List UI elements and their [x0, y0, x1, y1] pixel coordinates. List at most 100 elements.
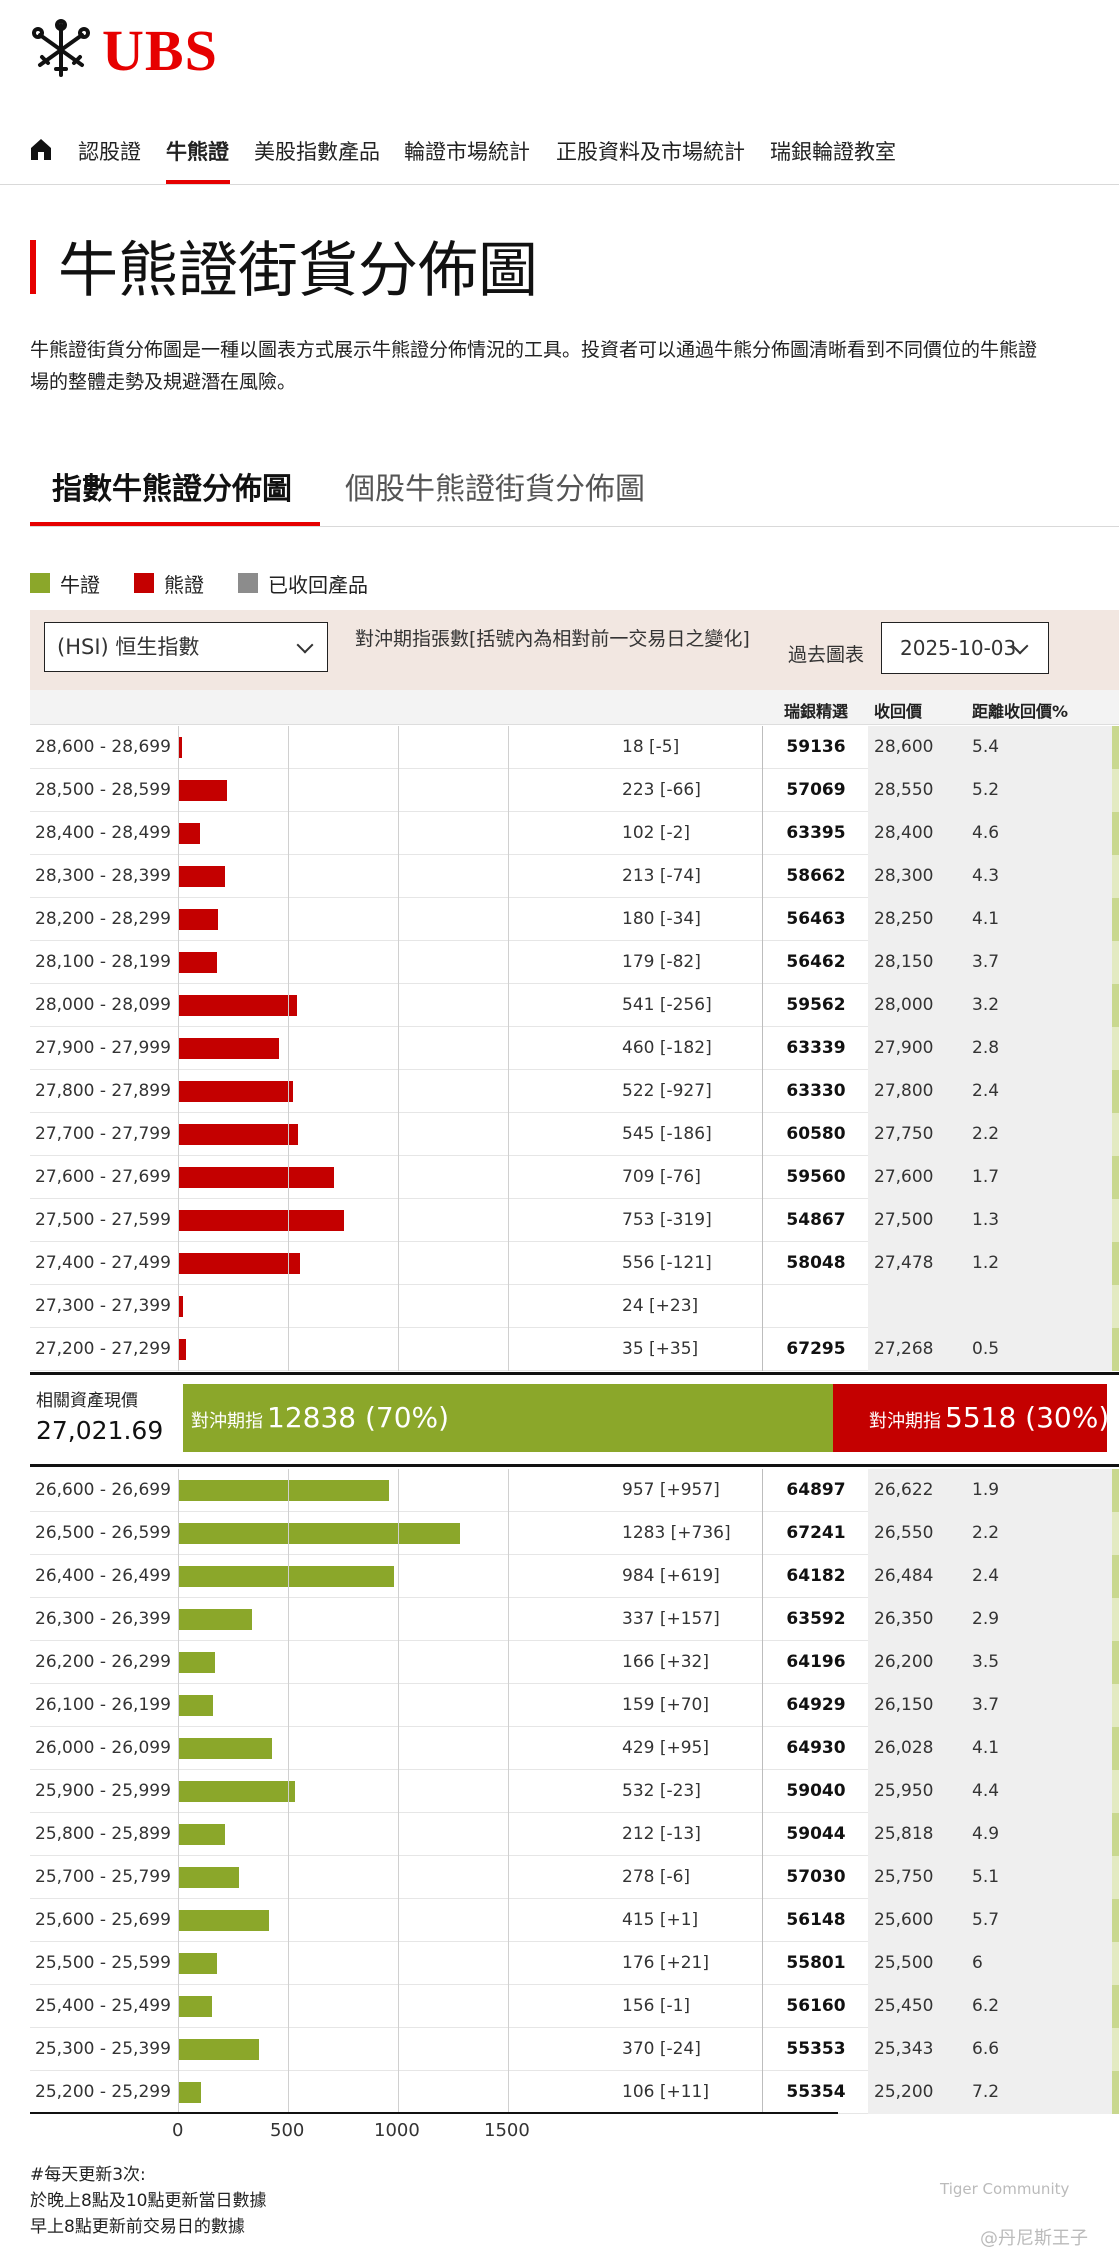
product-code[interactable]: 57030 [786, 1867, 846, 1887]
call-price-cell-bg [868, 898, 1119, 942]
row-divider [30, 854, 868, 855]
product-code[interactable]: 63339 [786, 1038, 846, 1058]
product-code[interactable]: 54867 [786, 1210, 846, 1230]
price-range-label: 25,400 - 25,499 [35, 1996, 171, 2016]
nav-item-education[interactable]: 瑞銀輪證教室 [770, 140, 896, 164]
call-price: 26,028 [874, 1738, 934, 1758]
product-code[interactable]: 64196 [786, 1652, 846, 1672]
bull-row: 26,100 - 26,199 159 [+70] 64929 26,150 3.7 [30, 1684, 1119, 1728]
product-code[interactable]: 55801 [786, 1953, 846, 1973]
bull-bar [178, 1910, 270, 1931]
product-code[interactable]: 59044 [786, 1824, 846, 1844]
product-code[interactable]: 63330 [786, 1081, 846, 1101]
call-price: 27,800 [874, 1081, 934, 1101]
product-code[interactable]: 56160 [786, 1996, 846, 2016]
hedge-count-label: 179 [-82] [622, 952, 701, 972]
call-price-cell-bg [868, 1512, 1119, 1556]
hedge-count-label: 223 [-66] [622, 780, 701, 800]
product-code[interactable]: 59562 [786, 995, 846, 1015]
x-gridline [508, 1469, 509, 2112]
home-icon[interactable] [28, 136, 54, 162]
product-code[interactable]: 59040 [786, 1781, 846, 1801]
product-code[interactable]: 59136 [786, 737, 846, 757]
summary-top-divider [30, 1372, 1119, 1375]
bear-bar [178, 866, 225, 887]
bear-row: 28,400 - 28,499 102 [-2] 63395 28,400 4.6 [30, 812, 1119, 856]
row-divider [30, 1812, 868, 1813]
call-price: 25,600 [874, 1910, 934, 1930]
product-code[interactable]: 64929 [786, 1695, 846, 1715]
product-code[interactable]: 56462 [786, 952, 846, 972]
product-code[interactable]: 55353 [786, 2039, 846, 2059]
bear-row: 28,300 - 28,399 213 [-74] 58662 28,300 4.3 [30, 855, 1119, 899]
tab-stock-cbbc[interactable]: 個股牛熊證街貨分佈圖 [345, 472, 645, 507]
index-select[interactable]: (HSI) 恒生指數 [44, 622, 328, 672]
distance-to-call: 1.7 [972, 1167, 1000, 1187]
tab-bar: 指數牛熊證分佈圖 個股牛熊證街貨分佈圖 [30, 460, 1119, 527]
product-code[interactable]: 64182 [786, 1566, 846, 1586]
call-price: 28,300 [874, 866, 934, 886]
bull-row: 25,300 - 25,399 370 [-24] 55353 25,343 6.6 [30, 2028, 1119, 2072]
call-price: 27,268 [874, 1339, 934, 1359]
tab-index-cbbc[interactable]: 指數牛熊證分佈圖 [52, 472, 292, 507]
product-code[interactable]: 63592 [786, 1609, 846, 1629]
hedge-count-label: 212 [-13] [622, 1824, 701, 1844]
call-price-cell-bg [868, 1598, 1119, 1642]
row-edge-indicator [1112, 1070, 1119, 1113]
distance-to-call: 3.5 [972, 1652, 1000, 1672]
column-divider [762, 1469, 763, 2112]
bear-bar [178, 823, 201, 844]
call-price: 26,350 [874, 1609, 934, 1629]
date-select[interactable]: 2025-10-03 [881, 622, 1049, 674]
bear-row: 27,400 - 27,499 556 [-121] 58048 27,478 1.2 [30, 1242, 1119, 1286]
bear-hedge-band: 對沖期指 5518 (30%) [833, 1384, 1109, 1452]
row-edge-indicator [1112, 1684, 1119, 1727]
tab-active-underline [30, 522, 320, 526]
product-code[interactable]: 64897 [786, 1480, 846, 1500]
x-gridline [178, 1469, 179, 2112]
row-divider [30, 2070, 868, 2071]
bull-bar [178, 1824, 225, 1845]
row-edge-indicator [1112, 1985, 1119, 2028]
price-range-label: 28,600 - 28,699 [35, 737, 171, 757]
row-divider [30, 940, 868, 941]
nav-item-us-index[interactable]: 美股指數產品 [254, 140, 380, 164]
row-divider [30, 1370, 868, 1371]
nav-item-stock-data[interactable]: 正股資料及市場統計 [556, 140, 745, 164]
hedge-count-label: 957 [+957] [622, 1480, 720, 1500]
row-edge-indicator [1112, 1856, 1119, 1899]
call-price-cell-bg [868, 726, 1119, 770]
bull-bar [178, 1781, 296, 1802]
legend-bull-swatch [30, 573, 50, 593]
ubs-logo[interactable]: UBS [30, 18, 218, 83]
footnote-line-3: 早上8點更新前交易日的數據 [30, 2217, 245, 2237]
bear-bar [178, 909, 218, 930]
product-code[interactable]: 59560 [786, 1167, 846, 1187]
bull-row: 26,400 - 26,499 984 [+619] 64182 26,484 2.4 [30, 1555, 1119, 1599]
nav-item-market-stats[interactable]: 輪證市場統計 [404, 140, 530, 164]
product-code[interactable]: 56148 [786, 1910, 846, 1930]
distance-to-call: 4.1 [972, 1738, 1000, 1758]
hedge-count-label: 429 [+95] [622, 1738, 709, 1758]
product-code[interactable]: 67241 [786, 1523, 846, 1543]
product-code[interactable]: 58662 [786, 866, 846, 886]
product-code[interactable]: 63395 [786, 823, 846, 843]
nav-item-warrants[interactable]: 認股證 [78, 140, 141, 164]
distance-to-call: 2.4 [972, 1566, 1000, 1586]
product-code[interactable]: 60580 [786, 1124, 846, 1144]
product-code[interactable]: 58048 [786, 1253, 846, 1273]
row-divider [30, 1241, 868, 1242]
product-code[interactable]: 56463 [786, 909, 846, 929]
product-code[interactable]: 64930 [786, 1738, 846, 1758]
call-price-cell-bg [868, 2071, 1119, 2115]
product-code[interactable]: 67295 [786, 1339, 846, 1359]
legend-bull: 牛證 [30, 569, 100, 598]
row-edge-indicator [1112, 855, 1119, 898]
product-code[interactable]: 55354 [786, 2082, 846, 2102]
product-code[interactable]: 57069 [786, 780, 846, 800]
call-price: 25,818 [874, 1824, 934, 1844]
nav-item-cbbc[interactable]: 牛熊證 [166, 140, 229, 164]
bull-row: 25,800 - 25,899 212 [-13] 59044 25,818 4.9 [30, 1813, 1119, 1857]
table-header: 瑞銀精選 收回價 距離收回價% [30, 690, 1119, 725]
call-price: 28,600 [874, 737, 934, 757]
